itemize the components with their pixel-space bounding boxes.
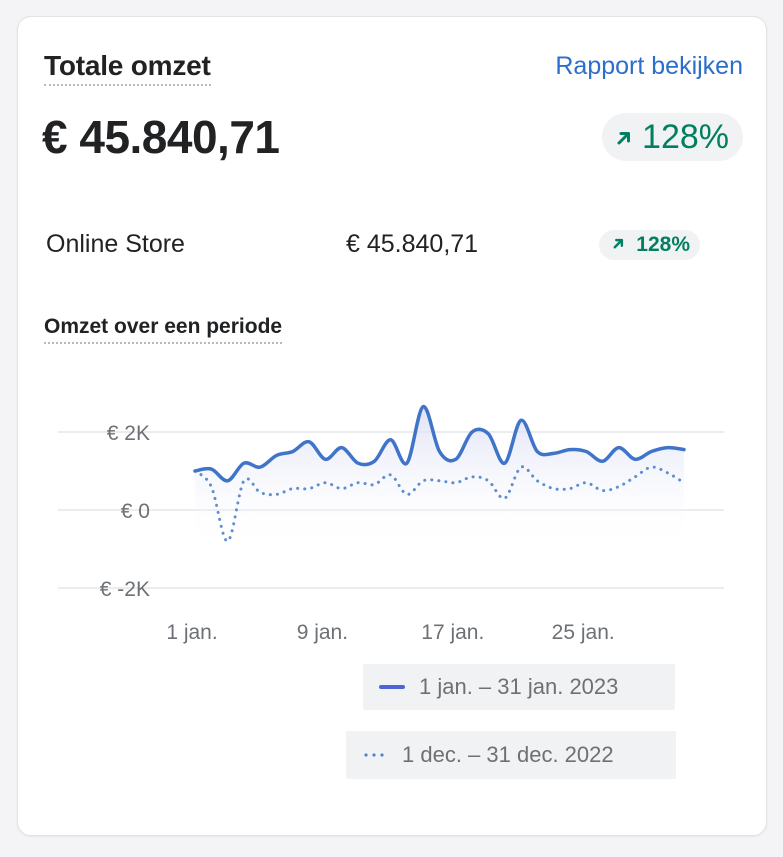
legend-current-label: 1 jan. – 31 jan. 2023 — [419, 674, 619, 699]
channel-change-value: 128% — [636, 233, 690, 256]
dotted-line-swatch — [362, 753, 388, 757]
solid-line-swatch — [379, 685, 405, 689]
channel-change-badge: 128% — [599, 230, 700, 260]
legend-current-period[interactable]: 1 jan. – 31 jan. 2023 — [363, 664, 675, 710]
previous-period-line — [193, 465, 686, 543]
total-change-value: 128% — [642, 117, 729, 156]
card-title[interactable]: Totale omzet — [44, 50, 211, 86]
y-tick-label: € 0 — [121, 500, 150, 523]
y-tick-label: € 2K — [107, 422, 150, 445]
y-tick-label: € -2K — [100, 578, 150, 601]
channel-name: Online Store — [46, 230, 185, 258]
channel-amount: € 45.840,71 — [346, 230, 479, 258]
current-period-line — [193, 404, 686, 483]
x-tick-label: 9 jan. — [297, 621, 348, 644]
x-tick-label: 25 jan. — [552, 621, 615, 644]
legend-previous-label: 1 dec. – 31 dec. 2022 — [402, 742, 614, 767]
arrow-up-right-icon — [611, 233, 626, 257]
channel-row: Online Store € 45.840,71 128% — [44, 228, 704, 264]
view-report-link[interactable]: Rapport bekijken — [555, 52, 743, 80]
legend-previous-period[interactable]: 1 dec. – 31 dec. 2022 — [346, 731, 676, 779]
chart-title[interactable]: Omzet over een periode — [44, 315, 283, 344]
sales-over-time-chart: € 2K € 0 € -2K 1 jan. 9 jan. 17 jan. 25 jan. — [58, 404, 724, 644]
arrow-up-right-icon — [614, 118, 634, 157]
x-tick-label: 1 jan. — [166, 621, 217, 644]
total-change-badge: 128% — [602, 113, 743, 161]
x-tick-label: 17 jan. — [421, 621, 484, 644]
current-series-area — [195, 406, 684, 549]
total-sales-value: € 45.840,71 — [42, 111, 280, 163]
